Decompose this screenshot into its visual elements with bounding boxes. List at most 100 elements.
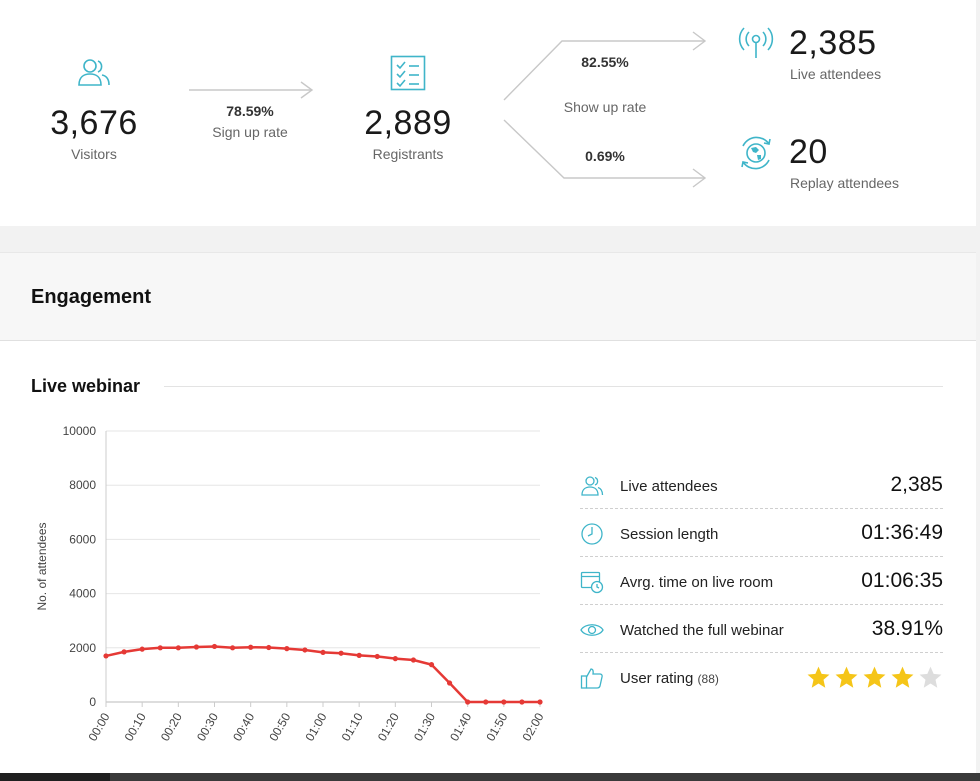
- y-axis-label: No. of attendees: [35, 522, 49, 610]
- data-point: [121, 649, 127, 655]
- data-point: [175, 645, 181, 651]
- eye-icon: [580, 624, 604, 636]
- y-tick-label: 0: [89, 695, 96, 709]
- y-tick-label: 10000: [63, 424, 97, 438]
- star-filled-icon: [835, 666, 858, 688]
- data-point: [139, 646, 145, 652]
- data-point: [446, 680, 453, 686]
- stat-label: Avrg. time on live room: [620, 574, 774, 591]
- stat-label: User rating (88): [620, 670, 719, 687]
- replay-globe-icon: [741, 136, 771, 170]
- stat-user-rating: User rating (88): [580, 653, 943, 701]
- x-tick-label: 01:20: [375, 710, 402, 743]
- data-point: [193, 644, 200, 650]
- x-tick-label: 00:10: [122, 710, 149, 743]
- y-tick-label: 6000: [69, 532, 96, 546]
- data-point: [266, 644, 272, 651]
- live-showup-rate: 82.55%: [581, 54, 629, 70]
- x-tick-label: 00:50: [266, 710, 293, 743]
- data-point: [374, 653, 380, 660]
- stat-value: 01:06:35: [861, 569, 943, 592]
- data-point: [356, 652, 362, 658]
- data-point: [320, 649, 326, 656]
- rating-count: (88): [697, 672, 719, 686]
- stat-session-length: Session length 01:36:49: [580, 509, 943, 557]
- stat-avg-time: Avrg. time on live room 01:06:35: [580, 557, 943, 605]
- x-tick-label: 01:00: [302, 710, 329, 743]
- engagement-title: Engagement: [31, 286, 152, 308]
- stat-watched-full: Watched the full webinar 38.91%: [580, 605, 943, 653]
- x-tick-label: 00:20: [158, 710, 185, 743]
- stat-value: 2,385: [890, 473, 943, 496]
- data-point: [211, 643, 218, 650]
- x-tick-label: 00:30: [194, 710, 221, 743]
- star-filled-icon: [863, 666, 886, 688]
- visitors-label: Visitors: [71, 146, 117, 162]
- data-point: [410, 657, 417, 663]
- showup-branch-arrows: [503, 31, 707, 188]
- x-tick-label: 01:50: [483, 710, 510, 743]
- visitors-count: 3,676: [50, 104, 138, 142]
- x-tick-label: 01:10: [339, 710, 366, 743]
- funnel-panel: 3,676 Visitors 78.59% Sign up rate 2,889…: [0, 0, 976, 226]
- data-point: [537, 699, 543, 705]
- data-point: [428, 662, 435, 668]
- x-tick-label: 00:00: [85, 710, 112, 743]
- star-filled-icon: [891, 666, 914, 688]
- engagement-header: Engagement: [0, 252, 976, 341]
- stat-label: Watched the full webinar: [620, 622, 784, 639]
- live-webinar-title: Live webinar: [31, 376, 141, 396]
- data-point: [392, 656, 398, 662]
- replay-attendees-label: Replay attendees: [790, 175, 899, 191]
- data-point: [229, 645, 236, 651]
- stat-live-attendees: Live attendees 2,385: [580, 461, 943, 509]
- bottom-scrollbar[interactable]: [0, 773, 980, 781]
- scrollbar-thumb[interactable]: [0, 773, 110, 781]
- stat-label: Live attendees: [620, 478, 718, 495]
- signup-rate-label: Sign up rate: [212, 124, 288, 140]
- data-point: [248, 644, 254, 650]
- showup-rate-label: Show up rate: [563, 99, 647, 115]
- live-webinar-panel: Live webinar 0 2000 4000 6000 8000 10000 00:00…: [0, 341, 976, 773]
- data-point: [465, 699, 471, 705]
- replay-showup-rate: 0.69%: [585, 148, 625, 164]
- thumbs-up-icon: [580, 668, 603, 689]
- title-divider: [164, 386, 943, 387]
- x-tick-label: 01:30: [411, 710, 438, 743]
- users-icon: [581, 476, 604, 496]
- data-point: [302, 647, 308, 653]
- y-tick-label: 8000: [69, 478, 96, 492]
- registrants-count: 2,889: [364, 104, 452, 142]
- data-point: [103, 653, 109, 659]
- x-tick-label: 01:40: [447, 710, 474, 743]
- signup-rate: 78.59%: [226, 103, 274, 119]
- stat-label: Session length: [620, 526, 719, 543]
- attendees-line-chart: 0 2000 4000 6000 8000 10000 00:00 00:10 00:20 00:…: [35, 424, 547, 744]
- data-point: [157, 645, 163, 651]
- data-point: [519, 699, 525, 705]
- x-tick-label: 00:40: [230, 710, 257, 743]
- y-tick-label: 2000: [69, 641, 96, 655]
- stat-value: 01:36:49: [861, 521, 943, 544]
- clock-icon: [581, 523, 603, 545]
- checklist-icon: [390, 55, 426, 91]
- live-attendees-count: 2,385: [789, 24, 877, 62]
- broadcast-icon: [738, 27, 774, 58]
- registrants-label: Registrants: [372, 146, 444, 162]
- users-icon: [78, 59, 110, 86]
- data-point: [483, 699, 489, 705]
- x-tick-label: 02:00: [519, 710, 546, 743]
- stats-list: Live attendees 2,385 Session length 01:3…: [580, 461, 943, 701]
- star-empty-icon: [919, 666, 942, 688]
- calendar-clock-icon: [580, 571, 604, 594]
- y-tick-label: 4000: [69, 587, 96, 601]
- data-point: [284, 646, 290, 652]
- replay-attendees-count: 20: [789, 133, 828, 171]
- live-attendees-label: Live attendees: [790, 66, 882, 82]
- signup-arrow: [189, 81, 314, 99]
- rating-label-text: User rating: [620, 670, 694, 687]
- stat-value: 38.91%: [871, 617, 943, 640]
- data-point: [338, 650, 344, 656]
- star-filled-icon: [807, 666, 830, 688]
- rating-stars: [806, 665, 943, 690]
